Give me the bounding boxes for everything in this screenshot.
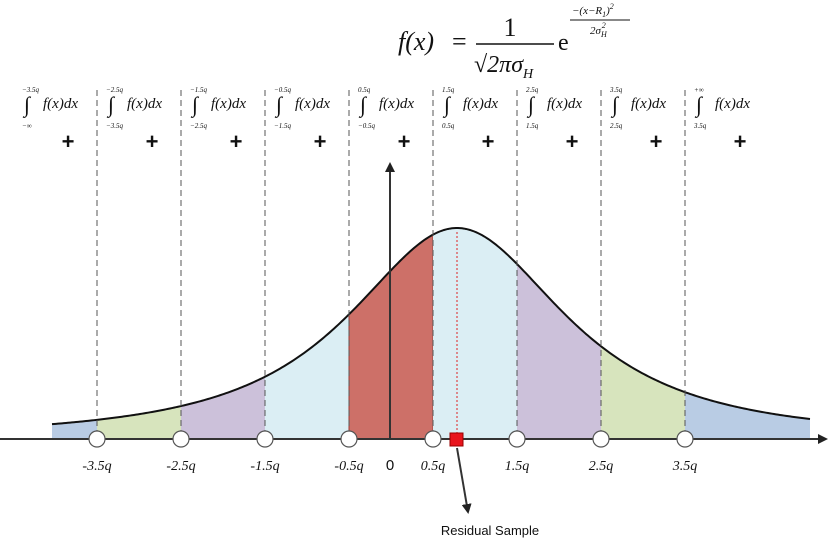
integral-lower: −0.5q	[358, 122, 375, 130]
regions	[51, 227, 811, 440]
formula-base: e	[558, 30, 569, 56]
operator: +	[62, 129, 75, 154]
boundaries	[88, 90, 694, 448]
exp-den-sup: 2	[602, 21, 606, 30]
axis-label: -0.5q	[334, 459, 363, 474]
integral-sign: ∫	[190, 92, 200, 118]
operator: +	[314, 129, 327, 154]
integral-sign: ∫	[22, 92, 32, 118]
formula-equals: =	[452, 27, 467, 56]
boundary-point	[340, 430, 358, 448]
integrand: f(x)dx	[127, 96, 162, 112]
integral-upper: 1.5q	[442, 86, 455, 94]
operator: +	[398, 129, 411, 154]
integral-lower: −2.5q	[190, 122, 207, 130]
residual-sample-marker	[449, 432, 464, 447]
integral-sign: ∫	[442, 92, 452, 118]
formula: f(x) = 1 √2πσH e −(x−R1)2 2σH2	[398, 2, 630, 82]
integral-lower: 3.5q	[693, 122, 707, 130]
exp-den-sub: H	[600, 30, 608, 39]
formula-lhs: f(x)	[398, 27, 434, 56]
boundary-point	[256, 430, 274, 448]
boundary-point	[592, 430, 610, 448]
axis-label: 0	[386, 457, 394, 474]
integral-upper: −1.5q	[190, 86, 207, 94]
operator: +	[146, 129, 159, 154]
integrand: f(x)dx	[631, 96, 666, 112]
operator: +	[566, 129, 579, 154]
integrand: f(x)dx	[211, 96, 246, 112]
axis-label: -2.5q	[166, 459, 195, 474]
operator: +	[482, 129, 495, 154]
boundary-point	[508, 430, 526, 448]
integrand: f(x)dx	[463, 96, 498, 112]
operator: +	[650, 129, 663, 154]
axis-label: -3.5q	[82, 459, 111, 474]
exp-num-sup: 2	[610, 2, 614, 11]
integral-upper: −2.5q	[106, 86, 123, 94]
region	[181, 376, 265, 439]
boundary-point	[172, 430, 190, 448]
integral-sign: ∫	[610, 92, 620, 118]
exponent-denominator: 2σH2	[590, 21, 608, 39]
integral-lower: 1.5q	[526, 122, 539, 130]
integral-lower: 2.5q	[610, 122, 623, 130]
integrand: f(x)dx	[43, 96, 78, 112]
integral-lower: −1.5q	[274, 122, 291, 130]
region	[685, 392, 810, 439]
axis-label: 0.5q	[421, 459, 446, 474]
density-curve	[51, 227, 811, 426]
integrand: f(x)dx	[379, 96, 414, 112]
operator: +	[230, 129, 243, 154]
axis-label: 1.5q	[505, 459, 530, 474]
exp-num-sub: 1	[602, 10, 606, 19]
integral-sign: ∫	[694, 92, 704, 118]
exp-den: 2σ	[590, 25, 602, 37]
integral-sign: ∫	[106, 92, 116, 118]
formula-denominator: √2πσH	[474, 52, 534, 82]
integral-upper: −3.5q	[22, 86, 39, 94]
exp-num: −(x−R	[572, 5, 602, 17]
integral-upper: 0.5q	[358, 86, 371, 94]
integral-sign: ∫	[274, 92, 284, 118]
integral-lower: 0.5q	[442, 122, 455, 130]
integral-upper: −0.5q	[274, 86, 291, 94]
boundary-point	[88, 430, 106, 448]
operator: +	[734, 129, 747, 154]
boundary-point	[424, 430, 442, 448]
boundary-point	[676, 430, 694, 448]
integrand: f(x)dx	[547, 96, 582, 112]
exponent-numerator: −(x−R1)2	[572, 2, 614, 19]
integrand: f(x)dx	[715, 96, 750, 112]
region	[265, 314, 349, 439]
annotation-arrow	[456, 447, 472, 514]
integral-upper: +∞	[694, 86, 704, 94]
integral-sign: ∫	[526, 92, 536, 118]
region	[601, 346, 685, 439]
integral-sign: ∫	[358, 92, 368, 118]
region	[517, 264, 601, 439]
integrand: f(x)dx	[295, 96, 330, 112]
integral-upper: 2.5q	[526, 86, 539, 94]
axis-label: 2.5q	[589, 459, 614, 474]
integral-lower: −∞	[22, 122, 32, 130]
denominator: √2πσ	[474, 52, 524, 78]
axis-label: 3.5q	[672, 459, 698, 474]
integral-upper: 3.5q	[609, 86, 623, 94]
integral-lower: −3.5q	[106, 122, 123, 130]
axis-label: -1.5q	[250, 459, 279, 474]
region	[52, 419, 97, 439]
annotation: Residual Sample	[441, 523, 539, 538]
exp-num-close: )	[605, 5, 610, 17]
formula-numerator: 1	[504, 13, 517, 42]
denominator-sub: H	[522, 67, 534, 82]
region	[433, 228, 517, 439]
region	[97, 406, 181, 439]
